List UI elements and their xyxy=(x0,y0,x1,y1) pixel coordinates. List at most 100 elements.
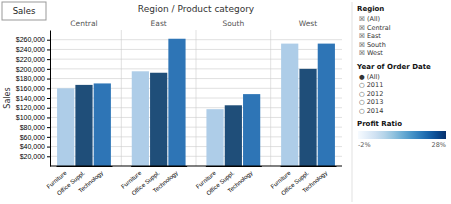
x-tick-label: Technology xyxy=(227,170,254,194)
colorbar-tick-label: 28% xyxy=(432,141,446,149)
bar xyxy=(299,69,316,166)
filter-item: ☒ Central xyxy=(359,24,391,32)
bar xyxy=(57,88,74,166)
y-tick: $260,000 xyxy=(16,36,50,43)
y-tick-mark xyxy=(47,69,50,70)
filter-item: ☒ (All) xyxy=(359,15,380,23)
y-tick: $220,000 xyxy=(16,56,50,63)
bars xyxy=(57,39,335,166)
bar xyxy=(318,44,335,166)
y-tick: $100,000 xyxy=(16,114,50,121)
y-tick-mark xyxy=(47,108,50,109)
x-axis: FurnitureOffice Suppl.Technology xyxy=(269,167,336,197)
x-axis-line xyxy=(206,166,262,167)
y-tick-label: $40,000 xyxy=(20,143,45,150)
sidebar-border xyxy=(352,2,353,202)
y-tick-mark xyxy=(47,117,50,118)
group-separators xyxy=(121,30,270,166)
group-separator xyxy=(270,30,271,166)
sidebar: Region ☒ (All)☒ Central☒ East☒ South☒ Wes… xyxy=(352,2,446,202)
x-tick: Technology xyxy=(77,170,104,194)
y-tick: $60,000 xyxy=(20,134,50,141)
badge: Sales xyxy=(2,2,46,20)
filter-item: ☒ East xyxy=(359,32,381,40)
group-label: East xyxy=(151,19,167,28)
x-axis: FurnitureOffice Suppl.Technology xyxy=(195,167,262,197)
bar xyxy=(225,105,242,166)
x-axis-line xyxy=(281,166,337,167)
y-axis-title: Sales xyxy=(3,87,12,108)
y-tick-mark xyxy=(47,156,50,157)
y-tick-label: $200,000 xyxy=(16,66,45,73)
y-tick: $140,000 xyxy=(16,95,50,102)
x-axis-line xyxy=(131,166,187,167)
filter-title: Region xyxy=(357,5,384,13)
y-tick-label: $20,000 xyxy=(20,153,45,160)
x-tick: Technology xyxy=(301,170,328,194)
y-tick-label: $120,000 xyxy=(16,104,45,111)
y-tick-mark xyxy=(47,59,50,60)
bar xyxy=(281,44,298,166)
y-tick-mark xyxy=(47,88,50,89)
y-tick-label: $60,000 xyxy=(20,134,45,141)
bar xyxy=(206,109,223,166)
y-tick-label: $180,000 xyxy=(16,75,45,82)
y-tick-label: $160,000 xyxy=(16,85,45,92)
x-baseline xyxy=(50,166,342,167)
filter-title: Year of Order Date xyxy=(356,63,431,71)
y-tick-mark xyxy=(47,127,50,128)
y-tick-mark xyxy=(47,40,50,41)
y-tick: $40,000 xyxy=(20,143,50,150)
y-tick: $20,000 xyxy=(20,153,50,160)
bar xyxy=(168,39,185,166)
bar xyxy=(243,94,260,166)
y-tick-mark xyxy=(47,98,50,99)
colorbar-tick-label: -2% xyxy=(358,141,371,149)
group-label: West xyxy=(299,19,317,28)
bar xyxy=(94,83,111,166)
badge-box xyxy=(2,2,46,20)
y-tick-mark xyxy=(47,137,50,138)
filter-item: ☒ South xyxy=(359,41,386,49)
x-axis-line xyxy=(56,166,112,167)
y-tick: $80,000 xyxy=(20,124,50,131)
y-axis: $20,000 $40,000 $60,000 $80,000 $100,000 $120… xyxy=(16,31,51,167)
filter-item: ○ 2014 xyxy=(359,107,383,115)
filter-item: ○ 2011 xyxy=(359,81,383,89)
y-tick: $240,000 xyxy=(16,46,50,53)
y-tick-label: $100,000 xyxy=(16,114,45,121)
colorbar-title: Profit Ratio xyxy=(357,120,402,128)
y-tick-label: $240,000 xyxy=(16,46,45,53)
y-axis-line xyxy=(50,31,51,167)
group-separator xyxy=(121,30,122,166)
y-tick: $200,000 xyxy=(16,66,50,73)
x-axis: FurnitureOffice Suppl.Technology xyxy=(120,167,187,197)
y-tick-mark xyxy=(47,49,50,50)
x-tick: Technology xyxy=(227,170,254,194)
filter-item: ○ 2012 xyxy=(359,90,383,98)
y-tick-mark xyxy=(47,79,50,80)
x-tick-label: Technology xyxy=(77,170,104,194)
y-tick-label: $260,000 xyxy=(16,36,45,43)
y-tick: $180,000 xyxy=(16,75,50,82)
plot: $20,000 $40,000 $60,000 $80,000 $100,000 $120… xyxy=(16,30,342,196)
chart: Sales Region / Product category $20,000 $40… xyxy=(0,0,451,204)
bar xyxy=(132,71,149,166)
y-tick-label: $220,000 xyxy=(16,56,45,63)
filter-item: ● (All) xyxy=(359,73,380,81)
filter-item: ☒ West xyxy=(359,49,383,57)
group-label: Central xyxy=(70,19,97,28)
x-tick: Technology xyxy=(152,170,179,194)
bar xyxy=(150,73,167,166)
x-tick-label: Technology xyxy=(152,170,179,194)
group-separator xyxy=(196,30,197,166)
y-tick: $160,000 xyxy=(16,85,50,92)
group-label: South xyxy=(222,19,244,28)
y-tick-label: $80,000 xyxy=(20,124,45,131)
colorbar xyxy=(358,131,446,139)
bar xyxy=(75,85,92,166)
y-tick-label: $140,000 xyxy=(16,95,45,102)
title: Region / Product category xyxy=(138,4,255,14)
x-tick-label: Technology xyxy=(301,170,328,194)
y-tick: $120,000 xyxy=(16,104,50,111)
